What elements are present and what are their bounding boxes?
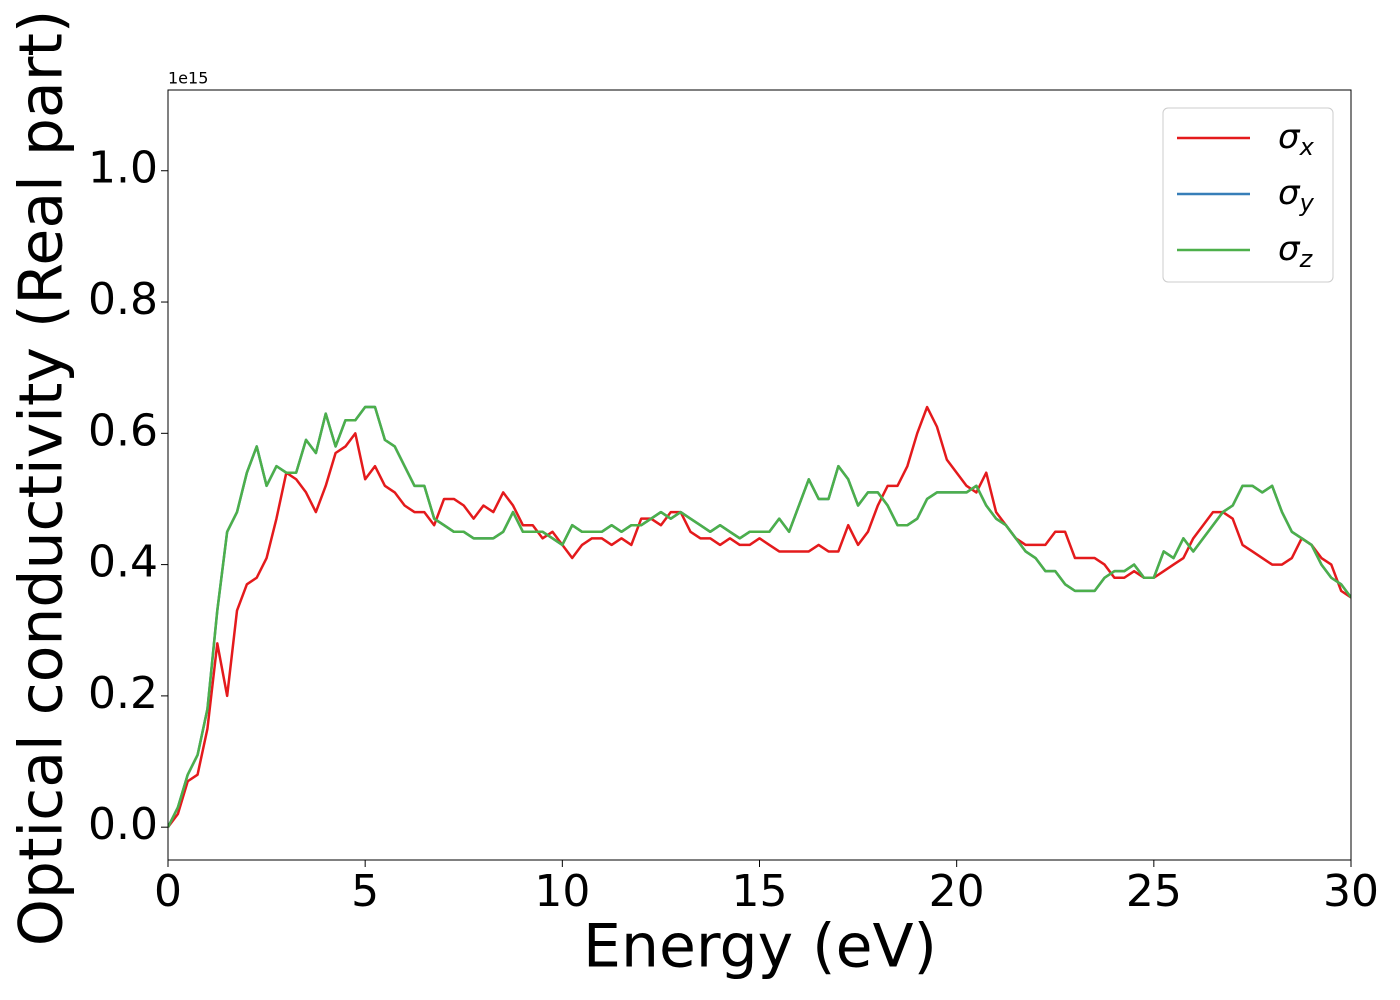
y-tick-label: 0.0 <box>88 799 158 850</box>
legend-label: σx <box>1278 117 1315 162</box>
y-tick-label: 0.8 <box>88 274 158 325</box>
x-tick-label: 5 <box>351 866 379 917</box>
x-tick-label: 30 <box>1323 866 1379 917</box>
y-tick-label: 0.2 <box>88 668 158 719</box>
x-tick-label: 20 <box>929 866 985 917</box>
plot-frame <box>167 89 1352 861</box>
y-tick-label: 0.6 <box>88 405 158 456</box>
series-line <box>168 405 1351 828</box>
y-tick-label: 1.0 <box>88 143 158 194</box>
x-tick-label: 25 <box>1126 866 1182 917</box>
y-tick-label: 0.4 <box>88 537 158 588</box>
legend-label: σy <box>1278 173 1315 218</box>
x-axis-label: Energy (eV) <box>583 912 937 982</box>
series-line <box>168 405 1351 828</box>
series-line <box>168 405 1351 828</box>
y-axis-label: Optical conductivity (Real part) <box>7 10 77 947</box>
x-tick-label: 15 <box>732 866 788 917</box>
x-tick-label: 0 <box>154 866 182 917</box>
x-tick-label: 10 <box>534 866 590 917</box>
offset-text: 1e15 <box>168 69 208 88</box>
legend-label: σz <box>1278 229 1314 274</box>
